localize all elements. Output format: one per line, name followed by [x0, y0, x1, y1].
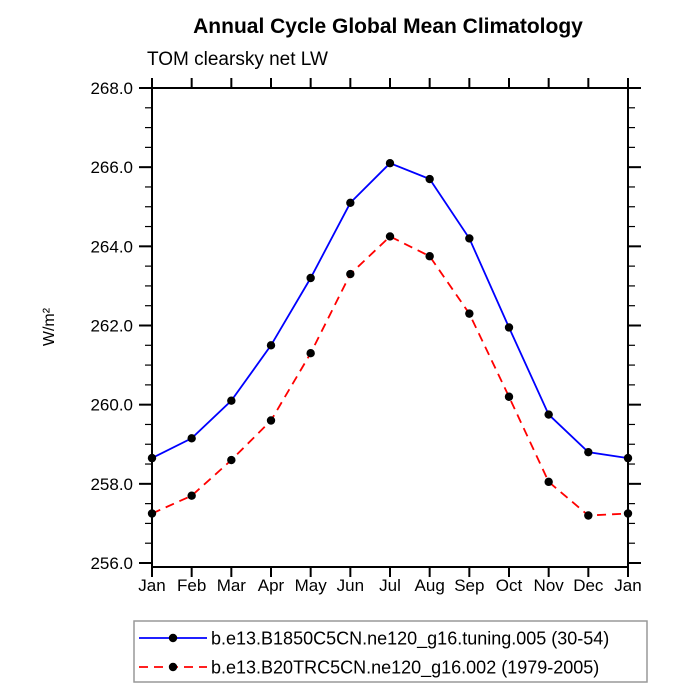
y-tick-label: 262.0	[90, 317, 133, 336]
data-point	[266, 341, 276, 350]
data-point	[385, 232, 395, 241]
y-tick-label: 256.0	[90, 554, 133, 573]
data-point	[425, 174, 434, 184]
y-tick-label: 260.0	[90, 396, 133, 415]
legend-marker	[168, 662, 178, 672]
x-tick-label: Nov	[534, 576, 565, 595]
legend-marker	[168, 633, 178, 643]
x-tick-label: Sep	[454, 576, 484, 595]
x-tick-label: Jan	[614, 576, 641, 595]
data-point	[227, 455, 236, 465]
data-point	[187, 491, 196, 500]
chart-title: Annual Cycle Global Mean Climatology	[193, 15, 583, 38]
y-axis-title: W/m²	[41, 307, 58, 346]
data-point	[623, 453, 633, 463]
data-point	[504, 323, 514, 332]
data-point	[306, 273, 315, 283]
data-point	[147, 509, 157, 518]
data-point	[623, 509, 633, 518]
x-tick-label: Jun	[337, 576, 364, 595]
x-tick-label: Aug	[415, 576, 445, 595]
x-tick-label: Dec	[573, 576, 604, 595]
legend-entry-label: b.e13.B1850C5CN.ne120_g16.tuning.005 (30…	[211, 629, 609, 650]
x-tick-label: Jan	[138, 576, 165, 595]
x-tick-label: Mar	[217, 576, 247, 595]
data-point	[465, 309, 474, 318]
x-tick-label: Oct	[496, 576, 523, 595]
x-tick-label: May	[295, 576, 328, 595]
y-tick-label: 268.0	[90, 79, 133, 98]
y-tick-label: 258.0	[90, 475, 133, 494]
legend-entry-label: b.e13.B20TRC5CN.ne120_g16.002 (1979-2005…	[211, 658, 599, 679]
legend-box	[133, 620, 648, 683]
series-line-0	[151, 162, 629, 459]
data-point	[544, 477, 553, 487]
data-point	[147, 453, 157, 463]
data-point	[584, 447, 593, 457]
data-point	[385, 159, 395, 168]
data-point	[346, 269, 355, 279]
series-line-1	[151, 235, 629, 517]
data-point	[544, 410, 553, 419]
data-point	[306, 349, 315, 358]
data-point	[504, 392, 514, 401]
x-tick-label: Jul	[379, 576, 401, 595]
axes-layer: 256.0 258.0 260.0 262.0 264.0 266.0 268.0 Jan Fe…	[90, 78, 642, 595]
legend-layer: b.e13.B1850C5CN.ne120_g16.tuning.005 (30…	[133, 620, 648, 683]
data-point	[465, 234, 474, 243]
data-point	[266, 416, 276, 425]
data-point	[227, 396, 236, 405]
series-layer	[147, 159, 633, 520]
y-tick-label: 266.0	[90, 158, 133, 177]
y-tick-label: 264.0	[90, 237, 133, 256]
data-point	[425, 252, 434, 261]
data-point	[187, 434, 196, 443]
x-tick-label: Apr	[258, 576, 285, 595]
data-point	[584, 511, 593, 520]
data-point	[346, 198, 355, 207]
x-tick-label: Feb	[177, 576, 206, 595]
chart-subtitle: TOM clearsky net LW	[147, 49, 328, 70]
